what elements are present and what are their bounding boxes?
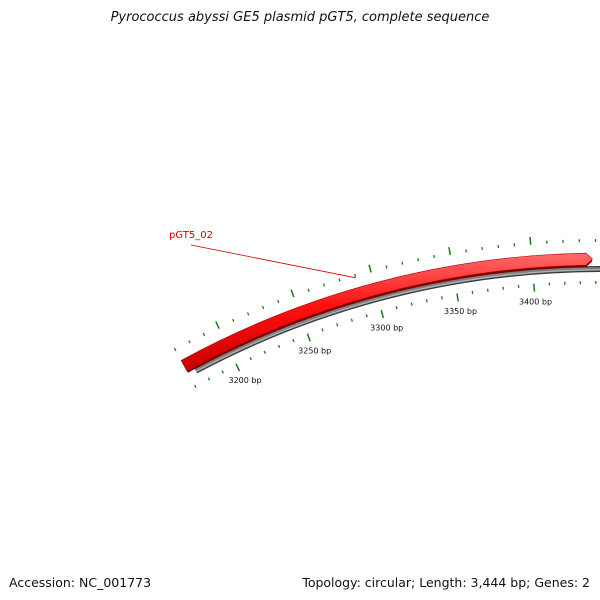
outer-tick: [261, 305, 265, 310]
outer-tick: [290, 289, 295, 298]
inner-tick: [365, 314, 368, 318]
inner-tick: [235, 363, 241, 372]
outer-tick: [354, 273, 357, 278]
inner-tick: [194, 384, 197, 388]
inner-tick: [207, 377, 211, 381]
outer-tick: [385, 265, 388, 269]
inner-tick: [277, 344, 281, 348]
inner-tick: [425, 299, 428, 303]
outer-tick: [277, 299, 280, 304]
inner-tick: [321, 328, 324, 332]
topology-summary: Topology: circular; Length: 3,444 bp; Ge…: [302, 575, 590, 590]
inner-tick: [533, 283, 536, 292]
inner-tick: [292, 338, 295, 343]
inner-tick: [221, 370, 224, 374]
outer-tick: [322, 283, 326, 287]
outer-tick: [202, 332, 206, 337]
tick-labels: 3200 bp 3250 bp 3300 bp 3350 bp 3400 bp: [229, 298, 553, 385]
inner-tick: [410, 302, 413, 306]
map-title: Pyrococcus abyssi GE5 plasmid pGT5, comp…: [110, 10, 490, 25]
outer-tick-marks: [173, 236, 597, 352]
outer-tick: [401, 261, 404, 265]
inner-tick: [336, 323, 339, 327]
plasmid-backbone: [194, 267, 600, 373]
gene-label-leader: [190, 244, 356, 279]
inner-tick: [350, 318, 353, 322]
tick-label: 3250 bp: [298, 346, 331, 355]
accession-text: Accession: NC_001773: [9, 575, 152, 590]
outer-tick: [417, 258, 420, 262]
inner-tick: [263, 350, 267, 355]
tick-label: 3350 bp: [444, 307, 477, 316]
gene-shadow: [182, 255, 593, 373]
outer-tick: [246, 312, 250, 316]
inner-tick: [441, 296, 443, 300]
inner-tick: [456, 293, 460, 302]
tick-label: 3200 bp: [229, 376, 262, 385]
outer-tick: [307, 288, 310, 292]
outer-tick: [215, 321, 220, 329]
inner-tick: [306, 333, 311, 342]
outer-tick: [433, 254, 435, 259]
outer-tick: [529, 236, 532, 245]
outer-tick: [338, 278, 341, 282]
backbone-highlight: [195, 269, 600, 372]
outer-tick: [188, 340, 191, 344]
outer-tick: [448, 247, 452, 256]
tick-label: 3400 bp: [519, 298, 552, 307]
tick-label: 3300 bp: [370, 323, 403, 332]
inner-tick: [395, 306, 398, 310]
inner-tick: [249, 357, 252, 361]
outer-tick: [232, 318, 235, 323]
gene-label-pgt5-02[interactable]: pGT5_02: [169, 230, 213, 241]
gene-arrow-pgt5-02[interactable]: [180, 252, 593, 372]
outer-tick: [173, 347, 177, 352]
inner-tick-marks: [194, 281, 597, 388]
inner-tick: [380, 309, 385, 319]
outer-tick: [368, 264, 372, 273]
